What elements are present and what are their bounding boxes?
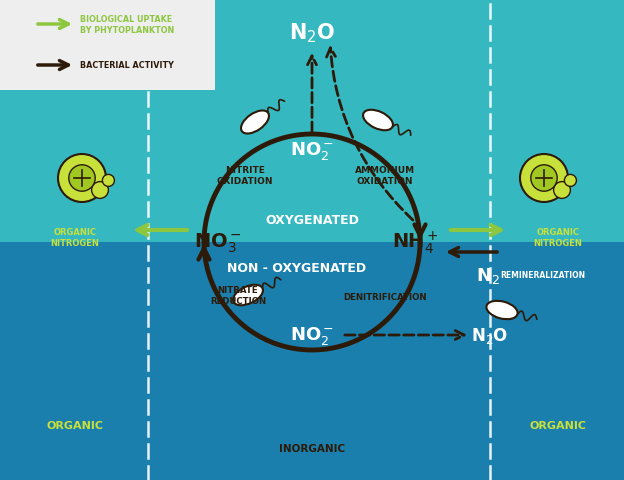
Ellipse shape xyxy=(363,110,393,131)
Circle shape xyxy=(531,166,557,192)
Text: ORGANIC
NITROGEN: ORGANIC NITROGEN xyxy=(534,228,582,247)
Text: AMMONIUM
OXIDATION: AMMONIUM OXIDATION xyxy=(355,166,415,185)
Text: INORGANIC: INORGANIC xyxy=(279,443,345,453)
Text: OXYGENATED: OXYGENATED xyxy=(265,214,359,227)
Circle shape xyxy=(520,155,568,203)
Bar xyxy=(0,0,624,242)
Circle shape xyxy=(92,182,109,199)
Ellipse shape xyxy=(486,301,518,320)
FancyBboxPatch shape xyxy=(0,0,215,91)
Circle shape xyxy=(58,155,106,203)
Text: NO$_2^-$: NO$_2^-$ xyxy=(290,324,334,346)
Text: ORGANIC
NITROGEN: ORGANIC NITROGEN xyxy=(51,228,99,247)
Text: NO$_2^-$: NO$_2^-$ xyxy=(290,140,334,162)
Circle shape xyxy=(564,175,577,187)
Text: DENITRIFICATION: DENITRIFICATION xyxy=(343,293,427,302)
Text: NON - OXYGENATED: NON - OXYGENATED xyxy=(227,261,366,274)
Circle shape xyxy=(102,175,114,187)
Text: NO$_3^-$: NO$_3^-$ xyxy=(194,231,242,254)
Circle shape xyxy=(69,166,95,192)
Ellipse shape xyxy=(233,285,263,306)
Bar xyxy=(0,242,624,480)
Text: ORGANIC: ORGANIC xyxy=(530,420,587,430)
Text: BIOLOGICAL UPTAKE
BY PHYTOPLANKTON: BIOLOGICAL UPTAKE BY PHYTOPLANKTON xyxy=(80,15,174,35)
Ellipse shape xyxy=(241,111,269,134)
Text: BACTERIAL ACTIVITY: BACTERIAL ACTIVITY xyxy=(80,61,174,71)
Text: N$_2$: N$_2$ xyxy=(476,265,500,286)
Text: NITRITE
OXIDATION: NITRITE OXIDATION xyxy=(217,166,273,185)
Text: N$_2$O: N$_2$O xyxy=(471,325,509,345)
Text: NH$_4^+$: NH$_4^+$ xyxy=(391,229,439,256)
Text: ORGANIC: ORGANIC xyxy=(47,420,104,430)
Text: REMINERALIZATION: REMINERALIZATION xyxy=(500,271,585,280)
Text: N$_2$O: N$_2$O xyxy=(289,21,335,45)
Text: NITRATE
REDUCTION: NITRATE REDUCTION xyxy=(210,286,266,305)
Circle shape xyxy=(553,182,570,199)
